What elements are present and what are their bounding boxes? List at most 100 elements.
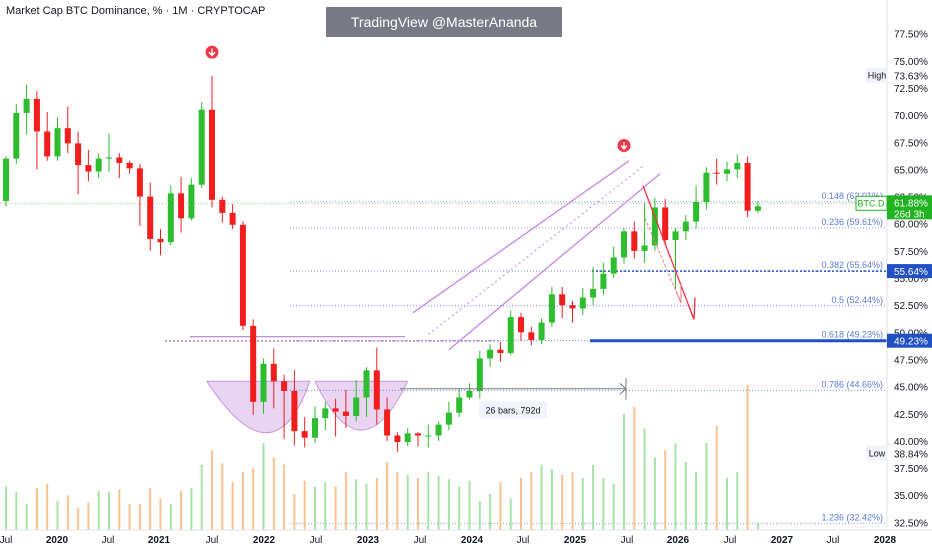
x-tick-label: 2020	[46, 535, 69, 546]
candle-body	[23, 98, 30, 113]
volume-bar	[87, 502, 90, 530]
channel-lower	[448, 173, 661, 351]
symbol-tag: BTC.D	[858, 198, 886, 208]
x-tick-label: Jul	[517, 535, 530, 546]
y-tick-label: 35.00%	[894, 491, 928, 502]
volume-bar	[478, 501, 481, 530]
y-tick-label: 57.50%	[894, 247, 928, 258]
x-tick-label: Jul	[827, 535, 840, 546]
volume-bar	[612, 483, 615, 530]
volume-bar	[674, 443, 677, 530]
volume-bar	[262, 443, 265, 530]
volume-bar	[520, 477, 522, 530]
volume-bar	[726, 477, 728, 530]
y-tick-label: 45.00%	[894, 383, 928, 394]
volume-bar	[293, 493, 296, 530]
candle-body	[250, 325, 257, 402]
volume-bar	[489, 493, 492, 530]
volume-bar	[272, 457, 275, 530]
watermark: TradingView @MasterAnanda	[326, 7, 562, 37]
level-label-value: 55.64%	[894, 267, 928, 278]
x-tick-label: 2025	[564, 535, 587, 546]
fib-label: 0.786 (44.66%)	[821, 379, 883, 389]
projection-arrow-dashed	[644, 218, 682, 304]
volume-bar	[458, 486, 461, 530]
volume-bar	[468, 480, 471, 530]
candle-body	[270, 363, 277, 382]
volume-bar	[756, 522, 759, 530]
hl-label-name: High	[868, 71, 887, 81]
candle-body	[651, 207, 658, 246]
volume-bar	[530, 472, 533, 530]
candle-body	[85, 165, 92, 172]
x-tick-label: Jul	[310, 535, 323, 546]
volume-bar	[705, 443, 708, 530]
candle-body	[662, 207, 669, 241]
time-axis: Jul 2020 Jul 2021 Jul 2022 Jul 2023 Jul 2024 Jul 20…	[0, 529, 932, 546]
chart-title: Market Cap BTC Dominance, % · 1M · CRYPT…	[6, 5, 266, 17]
volume-bar	[252, 467, 255, 530]
candle-body	[332, 408, 339, 412]
y-tick-label: 65.00%	[894, 165, 928, 176]
x-tick-label: Jul	[621, 535, 634, 546]
candle-body	[239, 224, 246, 326]
volume-bar	[540, 464, 543, 530]
candle-body	[342, 411, 349, 416]
volume-bar	[221, 463, 224, 530]
candle-body	[425, 435, 432, 437]
candle-body	[641, 245, 648, 251]
sell-signal-icon	[205, 45, 219, 59]
volume-bar	[653, 457, 656, 530]
candle-body	[219, 199, 226, 213]
price-label-value: 61.88%	[894, 198, 928, 209]
candle-body	[322, 408, 329, 419]
measure-tool: 26 bars, 792d	[400, 377, 627, 419]
channel-mid	[427, 164, 645, 335]
volume-bar	[427, 472, 430, 530]
volume-bar	[138, 503, 141, 530]
volume-bar	[283, 464, 286, 530]
rising-channel	[412, 160, 661, 351]
candle-body	[734, 162, 741, 170]
volume-bar	[406, 474, 409, 530]
candle-body	[415, 433, 421, 436]
candle-body	[713, 172, 720, 174]
fib-label: 0.148 (62.01%)	[821, 191, 883, 201]
candle-body	[600, 273, 607, 289]
candle-body	[33, 98, 40, 132]
candle-body	[590, 288, 597, 298]
candle-body	[559, 294, 566, 306]
volume-bar	[643, 428, 646, 530]
volume-bar	[159, 498, 162, 530]
volume-bar	[664, 450, 667, 530]
candle-body	[610, 257, 617, 274]
candle-body	[672, 231, 679, 241]
candle-body	[703, 172, 710, 203]
candle-body	[44, 131, 51, 157]
y-tick-label: 42.50%	[894, 410, 928, 421]
candle-body	[312, 418, 318, 438]
volume-bar	[180, 490, 183, 530]
candle-body	[167, 193, 174, 243]
x-tick-label: 2021	[148, 535, 171, 546]
volume-bar	[190, 487, 193, 530]
candle-body	[363, 370, 370, 398]
volume-bar	[355, 479, 358, 530]
candle-body	[631, 231, 638, 251]
x-tick-label: Jul	[414, 535, 427, 546]
volume-bar	[5, 486, 7, 530]
x-tick-label: Jul	[206, 535, 219, 546]
candle-body	[497, 349, 504, 353]
fib-label: 0.236 (59.61%)	[821, 217, 883, 227]
fib-label: 0.618 (49.23%)	[821, 330, 883, 340]
cup-right	[314, 380, 409, 431]
volume-bar	[715, 425, 718, 530]
volume-bar	[241, 472, 244, 530]
volume-bar	[365, 483, 368, 530]
volume-bar	[169, 503, 172, 530]
symbol-tag-bg	[855, 195, 888, 211]
candle-body	[198, 109, 205, 185]
fib-label: 0.382 (55.64%)	[821, 260, 883, 270]
volume-bar	[56, 501, 59, 530]
